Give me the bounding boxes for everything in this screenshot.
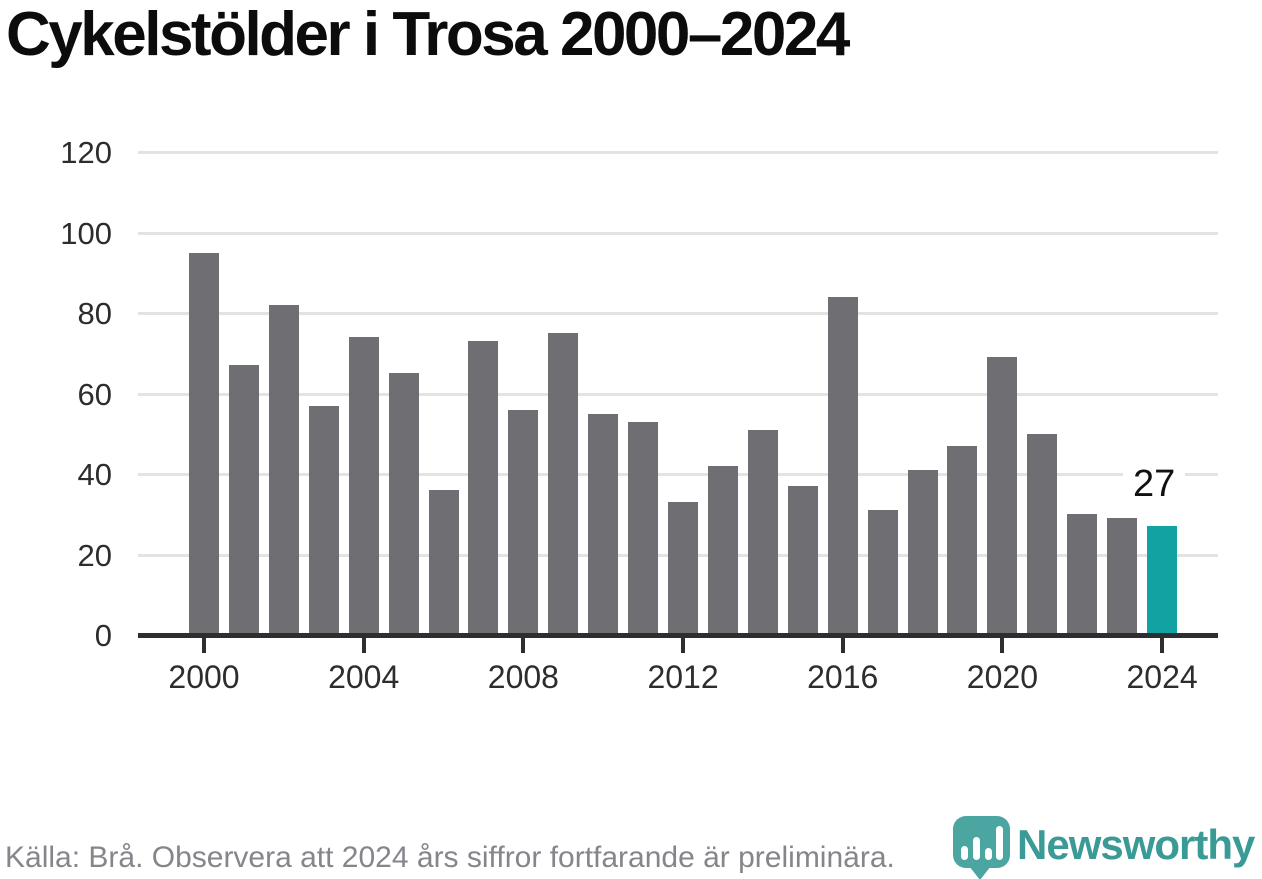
bar-2008	[508, 410, 538, 635]
y-tick-label-120: 120	[60, 135, 112, 170]
y-tick-label-0: 0	[94, 618, 112, 653]
bar-2015	[788, 486, 818, 635]
bar-2007	[468, 341, 498, 635]
gridline-80	[138, 312, 1218, 315]
logo-chart-bar	[973, 837, 980, 860]
logo-pin-tail	[969, 866, 991, 879]
bar-2018	[908, 470, 938, 635]
bar-2014	[748, 430, 778, 635]
x-tick-label-2016: 2016	[807, 659, 879, 695]
x-tick-2016	[840, 638, 845, 653]
bar-2019	[947, 446, 977, 635]
gridline-100	[138, 231, 1218, 235]
bar-2023	[1107, 518, 1137, 635]
x-tick-2020	[1000, 638, 1005, 653]
bar-2003	[309, 406, 339, 635]
bar-2000	[189, 253, 219, 635]
bar-2005	[389, 373, 419, 635]
bar-2009	[548, 333, 578, 635]
bar-2016	[828, 297, 858, 635]
y-tick-label-60: 60	[77, 376, 112, 412]
bar-2022	[1067, 514, 1097, 635]
y-tick-label-40: 40	[77, 457, 112, 492]
chart-title: Cykelstölder i Trosa 2000–2024	[6, 0, 850, 69]
bar-2004	[349, 337, 379, 635]
logo-chart-bar	[961, 846, 968, 860]
x-tick-2000	[202, 638, 206, 653]
bar-2020	[987, 357, 1017, 635]
bar-2002	[269, 305, 299, 635]
x-tick-label-2020: 2020	[966, 659, 1038, 695]
x-tick-2012	[681, 638, 686, 653]
bar-2001	[229, 365, 259, 635]
y-tick-label-20: 20	[77, 537, 112, 573]
x-tick-label-2012: 2012	[647, 659, 719, 695]
bar-2024	[1147, 526, 1177, 635]
x-tick-2024	[1160, 638, 1165, 653]
x-tick-label-2000: 2000	[168, 659, 240, 695]
gridline-120	[138, 151, 1218, 154]
newsworthy-wordmark: Newsworthy	[1017, 821, 1255, 868]
x-tick-2004	[361, 638, 366, 653]
gridline-60	[138, 392, 1218, 396]
newsworthy-logo: Newsworthy	[951, 814, 1261, 879]
logo-chart-bar	[985, 848, 992, 860]
y-tick-label-100: 100	[60, 215, 112, 251]
last-value-label: 27	[1122, 462, 1186, 507]
x-tick-label-2004: 2004	[328, 659, 400, 695]
newsworthy-logo-icon	[953, 816, 1010, 868]
bar-2021	[1027, 434, 1057, 635]
logo-chart-bar	[996, 826, 1003, 860]
last-value-callout: 27	[1099, 462, 1209, 507]
bar-2010	[588, 414, 618, 635]
source-note: Källa: Brå. Observera att 2024 års siffr…	[5, 841, 895, 874]
y-tick-label-80: 80	[77, 296, 112, 331]
bar-2013	[708, 466, 738, 635]
bar-2006	[429, 490, 459, 635]
x-tick-label-2024: 2024	[1126, 659, 1198, 695]
x-tick-label-2008: 2008	[487, 659, 559, 695]
bar-2017	[868, 510, 898, 635]
x-tick-2008	[521, 638, 526, 653]
bar-2011	[628, 422, 658, 635]
x-axis-line	[138, 633, 1218, 638]
bar-2012	[668, 502, 698, 635]
gridline-40	[138, 473, 1218, 476]
